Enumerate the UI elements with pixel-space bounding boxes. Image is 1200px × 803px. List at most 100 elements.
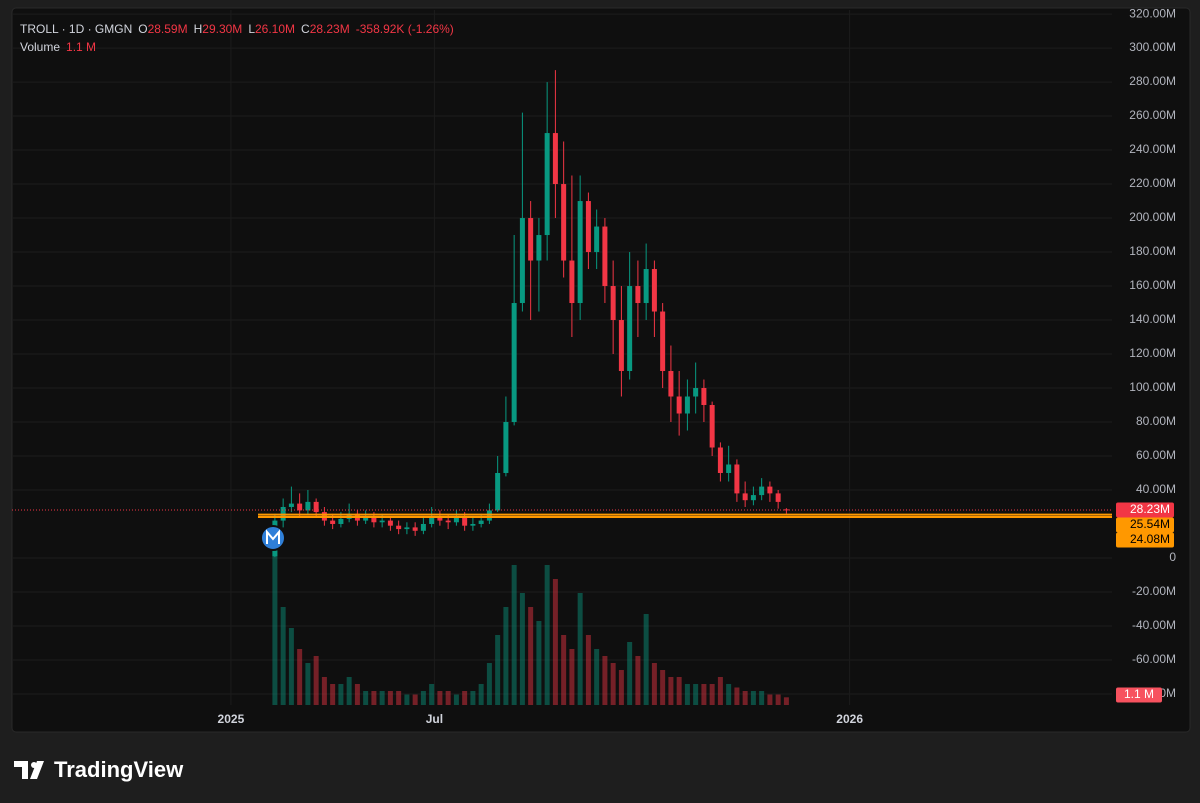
volume-bar — [288, 628, 294, 705]
candle-body — [536, 235, 542, 261]
volume-bar — [519, 593, 525, 705]
candle-body — [412, 527, 418, 531]
volume-bar — [635, 656, 641, 705]
candle-body — [684, 396, 690, 414]
volume-bar — [305, 663, 311, 705]
ohlc-key: C — [301, 22, 310, 36]
candle-body — [396, 525, 402, 530]
volume-bar — [577, 593, 583, 705]
volume-bar — [734, 687, 740, 705]
price-label-box — [1116, 502, 1174, 518]
volume-bar — [709, 684, 715, 705]
logo — [14, 761, 44, 779]
y-tick-label: 100.00M — [1129, 380, 1176, 394]
candle-body — [635, 286, 641, 304]
marks — [12, 70, 1112, 705]
candle-body — [561, 184, 567, 261]
volume-bar — [503, 607, 509, 705]
volume-bar — [759, 691, 765, 705]
candle-body — [528, 218, 534, 261]
volume-bar — [668, 677, 674, 705]
candle-body — [569, 260, 575, 304]
ohlc-key: L — [248, 22, 255, 36]
candle-body — [709, 405, 715, 448]
y-tick-label: 140.00M — [1129, 312, 1176, 326]
volume-bar — [387, 691, 393, 705]
volume-bar — [684, 684, 690, 705]
volume-bar — [478, 684, 484, 705]
candle-body — [717, 447, 723, 473]
x-tick-label: 2025 — [218, 712, 245, 726]
volume-bar — [569, 649, 575, 705]
candle-body — [445, 520, 451, 523]
volume-bar — [561, 635, 567, 705]
volume-bar — [676, 677, 682, 705]
candle-body — [387, 520, 393, 526]
volume-bar — [412, 694, 418, 705]
volume-label-box — [1116, 687, 1162, 703]
volume-bar — [338, 684, 344, 705]
volume-bar — [363, 691, 369, 705]
volume-bar — [742, 691, 748, 705]
candle-body — [660, 311, 666, 372]
volume-bar — [445, 691, 451, 705]
candle-body — [726, 464, 732, 473]
candle-body — [453, 517, 459, 523]
candle-body — [371, 517, 377, 523]
volume-bar — [528, 607, 534, 705]
volume-legend: Volume 1.1 M — [20, 40, 96, 54]
x-tick-label: Jul — [426, 712, 443, 726]
candle-body — [643, 269, 649, 304]
candle-body — [602, 226, 608, 287]
volume-bar — [767, 694, 773, 705]
legend: TROLL · 1D · GMGN O28.59M H29.30M L26.10M C2… — [20, 22, 454, 36]
volume-bar — [717, 677, 723, 705]
candle-body — [693, 388, 699, 397]
candle-body — [610, 286, 616, 321]
candle-body — [759, 486, 765, 496]
x-tick-label: 2026 — [836, 712, 863, 726]
candle-body — [503, 422, 509, 473]
volume-title: Volume — [20, 40, 60, 54]
candle-body — [288, 503, 294, 507]
volume-bar — [280, 607, 286, 705]
volume-bar — [495, 635, 501, 705]
y-tick-label: 0 — [1169, 550, 1176, 564]
price-label-box — [1116, 532, 1174, 548]
candle-body — [701, 388, 707, 406]
candle-body — [470, 523, 476, 526]
volume-bar — [643, 614, 649, 705]
volume-bar — [462, 691, 468, 705]
y-tick-label: -20.00M — [1132, 584, 1176, 598]
y-tick-label: 200.00M — [1129, 210, 1176, 224]
marker[interactable] — [260, 525, 286, 551]
candle-body — [379, 520, 385, 523]
volume-bar — [511, 565, 517, 705]
volume-bar — [660, 670, 666, 705]
y-tick-label: 180.00M — [1129, 244, 1176, 258]
volume-bar — [610, 663, 616, 705]
volume-bar — [701, 684, 707, 705]
price-label: 28.23M — [1130, 502, 1170, 516]
volume-bar — [453, 694, 459, 705]
y-tick-label: 220.00M — [1129, 176, 1176, 190]
candle-body — [462, 517, 468, 526]
volume-bar — [775, 694, 781, 705]
candle-body — [511, 303, 517, 423]
volume-bar — [313, 656, 319, 705]
brand: TradingView — [54, 757, 184, 782]
volume-bar — [379, 691, 385, 705]
candle-body — [552, 133, 558, 185]
ohlc-value: 28.59M — [148, 22, 188, 36]
volume-bar — [272, 551, 278, 705]
y-tick-label: 240.00M — [1129, 142, 1176, 156]
volume-bar — [726, 684, 732, 705]
price-label: 25.54M — [1130, 517, 1170, 531]
volume-bar — [371, 691, 377, 705]
volume-bar — [486, 663, 492, 705]
candle-body — [297, 503, 303, 511]
symbol: TROLL · 1D · GMGN — [20, 22, 132, 36]
candle-body — [429, 517, 435, 524]
volume-bar — [437, 691, 443, 705]
